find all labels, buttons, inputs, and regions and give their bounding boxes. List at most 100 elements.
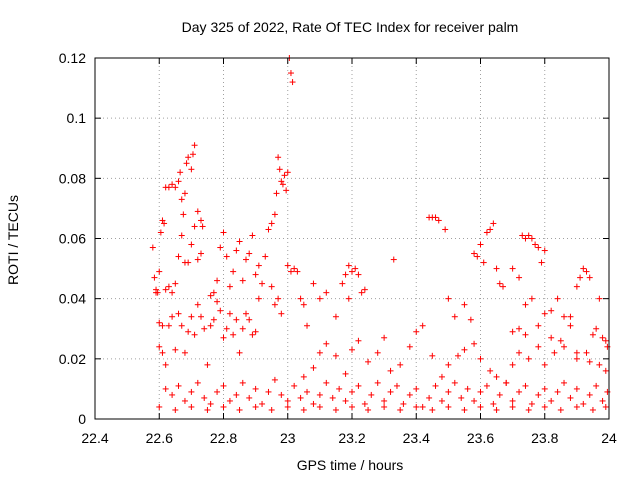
y-axis-label: ROTI / TECUs xyxy=(5,195,21,285)
data-point xyxy=(567,394,574,401)
data-point xyxy=(281,172,288,179)
data-point xyxy=(429,352,436,359)
data-point xyxy=(381,397,388,404)
data-point xyxy=(284,169,291,176)
data-point xyxy=(525,355,532,362)
data-point xyxy=(339,280,346,287)
data-point xyxy=(304,388,311,395)
data-point xyxy=(602,367,609,374)
data-point xyxy=(239,325,246,332)
data-point xyxy=(342,397,349,404)
data-point xyxy=(381,403,388,410)
data-point xyxy=(554,388,561,395)
data-point xyxy=(149,244,156,251)
data-point xyxy=(194,301,201,308)
data-point xyxy=(554,295,561,302)
data-point xyxy=(159,349,166,356)
data-point xyxy=(528,295,535,302)
data-point xyxy=(271,376,278,383)
data-point xyxy=(503,379,510,386)
data-point xyxy=(156,319,163,326)
data-point xyxy=(259,400,266,407)
data-point xyxy=(323,379,330,386)
data-point xyxy=(175,310,182,317)
data-point xyxy=(583,268,590,275)
data-point xyxy=(181,190,188,197)
x-tick-label: 23.6 xyxy=(467,430,494,446)
data-point xyxy=(300,406,307,413)
data-point xyxy=(178,232,185,239)
data-point xyxy=(194,208,201,215)
data-point xyxy=(332,313,339,320)
data-point xyxy=(329,394,336,401)
data-point xyxy=(175,253,182,260)
data-point xyxy=(426,394,433,401)
data-point xyxy=(602,403,609,410)
data-point xyxy=(406,391,413,398)
data-point xyxy=(236,349,243,356)
data-point xyxy=(509,265,516,272)
data-point xyxy=(284,262,291,269)
data-point xyxy=(471,250,478,257)
data-point xyxy=(188,166,195,173)
data-point xyxy=(283,187,290,194)
data-point xyxy=(220,334,227,341)
data-point xyxy=(310,364,317,371)
data-point xyxy=(233,391,240,398)
data-point xyxy=(323,340,330,347)
data-point xyxy=(490,220,497,227)
data-point xyxy=(271,211,278,218)
data-point xyxy=(291,265,298,272)
data-point xyxy=(185,259,192,266)
data-point xyxy=(188,241,195,248)
data-point xyxy=(589,331,596,338)
data-point xyxy=(368,391,375,398)
data-point xyxy=(541,310,548,317)
data-point xyxy=(300,301,307,308)
data-point xyxy=(499,283,506,290)
data-point xyxy=(573,349,580,356)
data-point xyxy=(316,391,323,398)
data-point xyxy=(471,397,478,404)
data-point xyxy=(390,256,397,263)
data-point xyxy=(493,406,500,413)
data-point xyxy=(284,403,291,410)
data-point xyxy=(596,295,603,302)
data-point xyxy=(490,400,497,407)
data-point xyxy=(217,244,224,251)
data-point xyxy=(156,343,163,350)
data-point xyxy=(172,280,179,287)
data-point xyxy=(236,406,243,413)
data-point xyxy=(496,391,503,398)
data-point xyxy=(516,349,523,356)
data-point xyxy=(279,181,286,188)
data-point xyxy=(214,388,221,395)
data-point xyxy=(268,220,275,227)
data-point xyxy=(156,403,163,410)
data-point xyxy=(289,79,296,86)
data-points xyxy=(149,55,611,413)
data-point xyxy=(528,400,535,407)
data-point xyxy=(278,391,285,398)
data-point xyxy=(249,232,256,239)
data-point xyxy=(226,310,233,317)
x-tick-label: 22.8 xyxy=(210,430,237,446)
data-point xyxy=(275,295,282,302)
data-point xyxy=(165,322,172,329)
data-point xyxy=(181,397,188,404)
data-point xyxy=(194,379,201,386)
data-point xyxy=(275,154,282,161)
data-point xyxy=(161,220,168,227)
data-point xyxy=(201,394,208,401)
data-point xyxy=(561,379,568,386)
data-point xyxy=(541,385,548,392)
data-point xyxy=(188,388,195,395)
data-point xyxy=(525,406,532,413)
data-point xyxy=(157,229,164,236)
data-point xyxy=(535,391,542,398)
data-point xyxy=(487,367,494,374)
data-point xyxy=(374,379,381,386)
data-point xyxy=(496,280,503,287)
data-point xyxy=(297,394,304,401)
data-point xyxy=(493,265,500,272)
